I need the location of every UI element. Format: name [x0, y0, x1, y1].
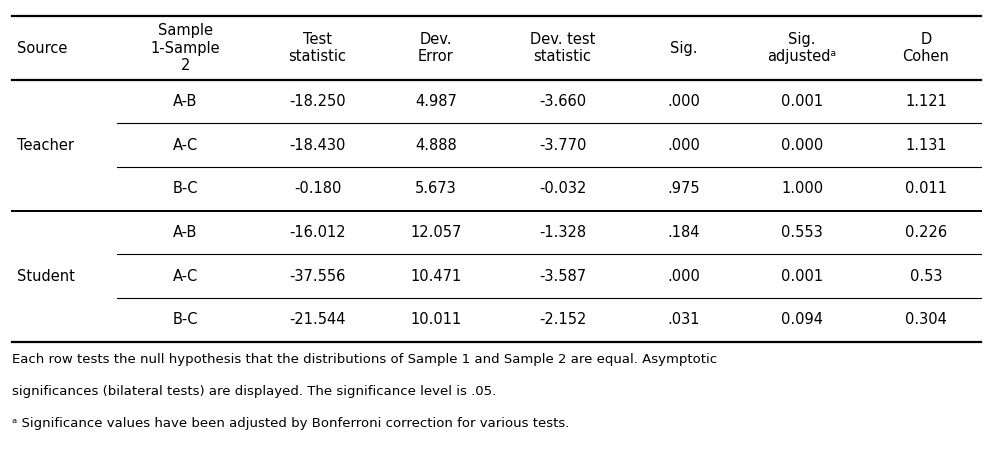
Text: -18.250: -18.250 [289, 94, 346, 109]
Text: 0.553: 0.553 [781, 225, 823, 240]
Text: -16.012: -16.012 [289, 225, 346, 240]
Text: -0.032: -0.032 [539, 181, 586, 196]
Text: Sig.: Sig. [670, 40, 697, 55]
Text: ᵃ Significance values have been adjusted by Bonferroni correction for various te: ᵃ Significance values have been adjusted… [12, 417, 569, 430]
Text: 1.000: 1.000 [781, 181, 823, 196]
Text: 10.471: 10.471 [410, 269, 462, 284]
Text: Dev. test
statistic: Dev. test statistic [530, 32, 595, 64]
Text: B-C: B-C [173, 181, 199, 196]
Text: Sig.
adjustedᵃ: Sig. adjustedᵃ [768, 32, 837, 64]
Text: Test
statistic: Test statistic [289, 32, 347, 64]
Text: -3.770: -3.770 [539, 138, 586, 153]
Text: .000: .000 [667, 94, 700, 109]
Text: A-B: A-B [173, 94, 198, 109]
Text: .975: .975 [667, 181, 700, 196]
Text: 0.53: 0.53 [910, 269, 942, 284]
Text: 0.226: 0.226 [905, 225, 947, 240]
Text: -1.328: -1.328 [539, 225, 586, 240]
Text: A-C: A-C [173, 138, 198, 153]
Text: -3.587: -3.587 [539, 269, 586, 284]
Text: 1.131: 1.131 [906, 138, 947, 153]
Text: A-B: A-B [173, 225, 198, 240]
Text: .031: .031 [667, 312, 700, 327]
Text: -37.556: -37.556 [289, 269, 346, 284]
Text: -3.660: -3.660 [539, 94, 586, 109]
Text: significances (bilateral tests) are displayed. The significance level is .05.: significances (bilateral tests) are disp… [12, 385, 496, 398]
Text: 4.987: 4.987 [415, 94, 457, 109]
Text: -2.152: -2.152 [539, 312, 586, 327]
Text: 4.888: 4.888 [415, 138, 457, 153]
Text: 0.011: 0.011 [905, 181, 947, 196]
Text: B-C: B-C [173, 312, 199, 327]
Text: -18.430: -18.430 [289, 138, 346, 153]
Text: 0.001: 0.001 [781, 269, 823, 284]
Text: .000: .000 [667, 269, 700, 284]
Text: Teacher: Teacher [17, 138, 73, 153]
Text: 5.673: 5.673 [415, 181, 457, 196]
Text: A-C: A-C [173, 269, 198, 284]
Text: 0.000: 0.000 [780, 138, 823, 153]
Text: D
Cohen: D Cohen [903, 32, 949, 64]
Text: -0.180: -0.180 [294, 181, 342, 196]
Text: 0.001: 0.001 [781, 94, 823, 109]
Text: .000: .000 [667, 138, 700, 153]
Text: Dev.
Error: Dev. Error [418, 32, 454, 64]
Text: 12.057: 12.057 [410, 225, 462, 240]
Text: 10.011: 10.011 [410, 312, 462, 327]
Text: 0.094: 0.094 [781, 312, 823, 327]
Text: 1.121: 1.121 [905, 94, 947, 109]
Text: Source: Source [17, 40, 68, 55]
Text: -21.544: -21.544 [289, 312, 346, 327]
Text: Student: Student [17, 269, 74, 284]
Text: 0.304: 0.304 [905, 312, 947, 327]
Text: Each row tests the null hypothesis that the distributions of Sample 1 and Sample: Each row tests the null hypothesis that … [12, 353, 717, 366]
Text: Sample
1-Sample
2: Sample 1-Sample 2 [151, 23, 220, 73]
Text: .184: .184 [667, 225, 700, 240]
